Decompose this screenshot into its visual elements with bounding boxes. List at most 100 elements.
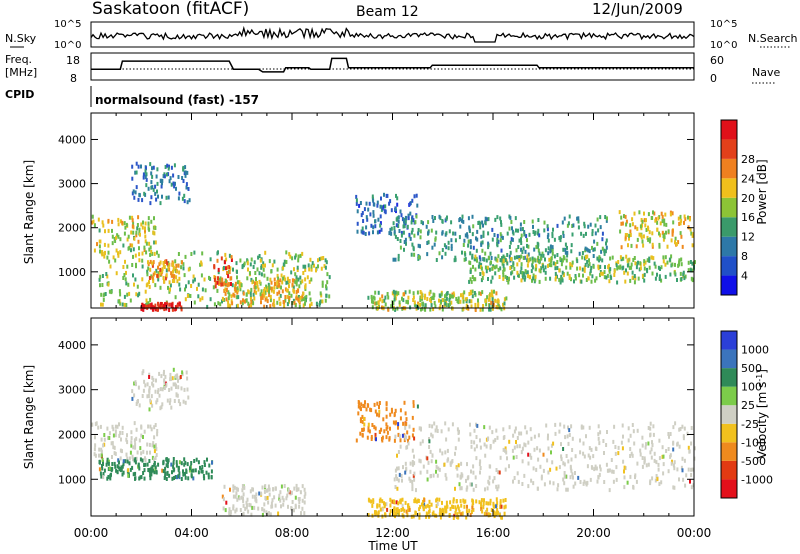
velocity-cell bbox=[488, 481, 491, 486]
velocity-cell bbox=[203, 460, 206, 465]
velocity-cell bbox=[363, 404, 366, 409]
power-cell bbox=[224, 287, 227, 292]
velocity-cell bbox=[174, 475, 177, 479]
velocity-cell bbox=[590, 447, 593, 452]
power-cell bbox=[184, 170, 187, 175]
power-cell bbox=[117, 251, 119, 256]
power-cell bbox=[491, 293, 494, 298]
velocity-cell bbox=[179, 402, 182, 407]
power-cell bbox=[283, 275, 286, 280]
power-cell bbox=[531, 259, 534, 264]
power-cell bbox=[631, 217, 634, 222]
velocity-cell bbox=[133, 438, 136, 443]
power-cell bbox=[108, 259, 111, 264]
power-cell bbox=[236, 269, 238, 274]
power-cell bbox=[156, 167, 159, 172]
velocity-cell bbox=[143, 476, 146, 481]
power-cell bbox=[585, 278, 588, 282]
power-cell bbox=[495, 291, 498, 296]
power-cell bbox=[501, 261, 504, 266]
velocity-cell bbox=[359, 431, 362, 436]
power-cell bbox=[548, 257, 551, 262]
power-cell bbox=[150, 195, 153, 200]
velocity-cell bbox=[93, 447, 96, 452]
velocity-cell bbox=[678, 427, 681, 432]
velocity-cell bbox=[558, 465, 561, 470]
velocity-cell bbox=[195, 457, 198, 462]
velocity-cell bbox=[100, 474, 103, 479]
power-cell bbox=[460, 293, 462, 298]
velocity-cell bbox=[264, 496, 267, 500]
velocity-cell bbox=[413, 461, 416, 466]
power-cell bbox=[630, 262, 633, 267]
power-cell bbox=[186, 170, 189, 175]
power-cell bbox=[413, 300, 416, 305]
velocity-cell bbox=[112, 433, 115, 438]
power-cell bbox=[467, 239, 470, 244]
power-cell bbox=[486, 265, 489, 270]
power-cell bbox=[250, 287, 253, 292]
power-cell bbox=[568, 274, 571, 279]
power-cell bbox=[199, 262, 202, 267]
velocity-cell bbox=[221, 494, 224, 499]
power-cell bbox=[235, 295, 238, 300]
velocity-cell bbox=[516, 471, 519, 476]
power-cell bbox=[605, 245, 608, 250]
velocity-cell bbox=[397, 478, 400, 483]
power-cell bbox=[393, 293, 396, 298]
power-cell bbox=[125, 222, 128, 227]
power-cell bbox=[295, 275, 298, 280]
power-cell bbox=[319, 291, 322, 296]
power-cell bbox=[155, 197, 158, 202]
velocity-cell bbox=[460, 486, 463, 491]
velocity-cell bbox=[415, 488, 417, 493]
freq-line bbox=[91, 57, 694, 73]
power-cell bbox=[172, 181, 175, 186]
velocity-cell bbox=[615, 477, 618, 482]
power-cell bbox=[131, 176, 134, 181]
velocity-cell bbox=[672, 425, 675, 430]
power-cell bbox=[153, 216, 155, 221]
power-cell bbox=[276, 267, 279, 272]
velocity-cell bbox=[165, 457, 168, 462]
power-cell bbox=[663, 218, 666, 223]
velocity-cell bbox=[473, 440, 476, 445]
power-cell bbox=[146, 272, 149, 277]
velocity-cell bbox=[566, 434, 569, 439]
velocity-cell bbox=[563, 462, 566, 467]
power-cell bbox=[674, 236, 677, 241]
velocity-cell bbox=[681, 424, 684, 429]
velocity-cell bbox=[462, 498, 465, 503]
velocity-cell bbox=[121, 449, 123, 454]
velocity-cell bbox=[456, 515, 459, 520]
velocity-cell bbox=[294, 505, 297, 510]
power-cell bbox=[156, 189, 158, 194]
power-cell bbox=[468, 299, 471, 304]
power-cell bbox=[502, 270, 505, 274]
velocity-cell bbox=[517, 479, 520, 484]
power-cell bbox=[624, 235, 627, 240]
velocity-cell bbox=[562, 477, 565, 482]
velocity-cell bbox=[376, 503, 379, 508]
power-cell bbox=[517, 228, 519, 233]
power-cell bbox=[478, 255, 481, 260]
power-cell bbox=[432, 292, 435, 297]
velocity-cell bbox=[110, 441, 113, 446]
power-cell bbox=[409, 236, 412, 241]
velocity-cell bbox=[106, 460, 109, 465]
power-cell bbox=[419, 295, 422, 300]
power-cell bbox=[306, 275, 309, 280]
velocity-cell bbox=[362, 403, 365, 408]
power-cell bbox=[581, 267, 584, 272]
power-cell bbox=[432, 219, 435, 223]
power-cell bbox=[434, 216, 436, 220]
power-cell bbox=[651, 231, 654, 236]
power-cell bbox=[138, 192, 141, 197]
velocity-cell bbox=[598, 441, 601, 446]
power-cell bbox=[413, 233, 416, 238]
velocity-cell bbox=[130, 430, 133, 435]
power-cell bbox=[112, 255, 115, 260]
y-tick-label: 4000 bbox=[58, 133, 86, 146]
power-cell bbox=[430, 228, 433, 233]
velocity-cell bbox=[656, 477, 659, 482]
